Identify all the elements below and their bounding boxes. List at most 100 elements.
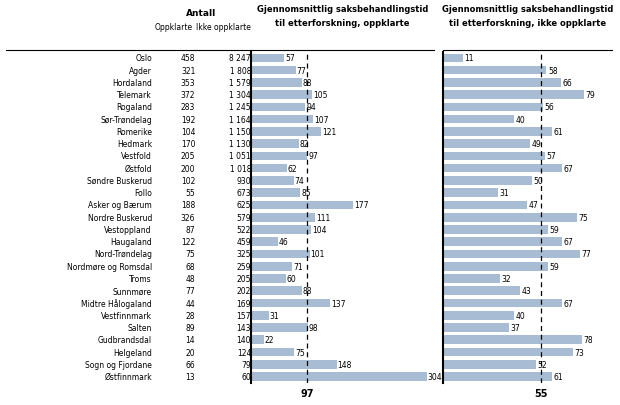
Bar [443, 164, 562, 173]
Text: 101: 101 [311, 250, 325, 259]
Bar [251, 189, 300, 198]
Bar [443, 177, 532, 185]
Bar [251, 360, 337, 369]
Text: Asker og Bærum: Asker og Bærum [88, 201, 152, 210]
Text: 205: 205 [237, 274, 251, 283]
Bar [443, 287, 520, 295]
Text: 60: 60 [286, 274, 296, 283]
Text: 321: 321 [181, 66, 195, 75]
Text: 259: 259 [237, 262, 251, 271]
Text: 66: 66 [562, 79, 572, 88]
Bar [443, 348, 573, 356]
Text: 79: 79 [241, 360, 251, 369]
Text: 1 018: 1 018 [229, 164, 251, 173]
Text: 82: 82 [299, 140, 309, 149]
Text: 673: 673 [236, 189, 251, 198]
Text: 14: 14 [185, 335, 195, 344]
Bar [251, 91, 312, 100]
Text: 124: 124 [237, 347, 251, 357]
Bar [443, 79, 560, 87]
Text: 59: 59 [550, 226, 559, 234]
Bar [251, 262, 292, 271]
Text: 140: 140 [237, 335, 251, 344]
Text: 58: 58 [548, 66, 557, 75]
Bar [443, 152, 545, 161]
Text: 73: 73 [575, 347, 584, 357]
Text: 88: 88 [303, 287, 312, 296]
Text: Vestfold: Vestfold [121, 152, 152, 161]
Text: Sunnmøre: Sunnmøre [113, 287, 152, 296]
Text: 55: 55 [534, 388, 548, 398]
Text: 22: 22 [265, 335, 274, 344]
Bar [443, 262, 548, 271]
Bar [443, 360, 536, 369]
Text: 104: 104 [312, 226, 327, 234]
Text: 1 164: 1 164 [229, 115, 251, 124]
Bar [251, 311, 269, 320]
Bar [251, 226, 311, 234]
Bar [443, 91, 584, 100]
Text: 930: 930 [236, 177, 251, 185]
Bar [251, 79, 302, 87]
Bar [443, 250, 580, 259]
Text: Sogn og Fjordane: Sogn og Fjordane [85, 360, 152, 369]
Text: 67: 67 [564, 238, 574, 247]
Text: 353: 353 [180, 79, 195, 88]
Text: Haugaland: Haugaland [110, 238, 152, 247]
Bar [251, 348, 294, 356]
Text: 202: 202 [237, 287, 251, 296]
Text: 87: 87 [185, 226, 195, 234]
Text: til etterforskning, ikke oppklarte: til etterforskning, ikke oppklarte [449, 19, 606, 28]
Text: 75: 75 [578, 213, 588, 222]
Text: 56: 56 [544, 103, 554, 112]
Bar [443, 324, 509, 332]
Text: Sør-Trøndelag: Sør-Trøndelag [100, 115, 152, 124]
Text: 102: 102 [181, 177, 195, 185]
Text: 74: 74 [294, 177, 304, 185]
Bar [251, 128, 321, 136]
Text: 157: 157 [237, 311, 251, 320]
Text: Søndre Buskerud: Søndre Buskerud [87, 177, 152, 185]
Text: 98: 98 [309, 323, 318, 332]
Text: 97: 97 [301, 388, 314, 398]
Text: 67: 67 [564, 299, 574, 308]
Bar [443, 140, 531, 149]
Text: 200: 200 [181, 164, 195, 173]
Text: 57: 57 [546, 152, 556, 161]
Text: 1 245: 1 245 [229, 103, 251, 112]
Text: 40: 40 [516, 115, 526, 124]
Text: Ikke oppklarte: Ikke oppklarte [196, 23, 250, 32]
Text: 625: 625 [237, 201, 251, 210]
Bar [251, 372, 427, 381]
Bar [443, 299, 562, 307]
Text: 1 579: 1 579 [229, 79, 251, 88]
Text: 372: 372 [181, 91, 195, 100]
Bar [251, 164, 287, 173]
Text: Antall: Antall [187, 9, 216, 18]
Text: Salten: Salten [128, 323, 152, 332]
Bar [251, 140, 299, 149]
Bar [251, 115, 313, 124]
Text: 28: 28 [186, 311, 195, 320]
Text: 177: 177 [355, 201, 369, 210]
Text: 1 150: 1 150 [229, 128, 251, 136]
Text: 283: 283 [181, 103, 195, 112]
Text: 47: 47 [528, 201, 538, 210]
Text: 40: 40 [516, 311, 526, 320]
Text: 88: 88 [303, 79, 312, 88]
Text: 170: 170 [181, 140, 195, 149]
Text: Østfold: Østfold [125, 164, 152, 173]
Text: 44: 44 [185, 299, 195, 308]
Text: 52: 52 [537, 360, 547, 369]
Text: 137: 137 [331, 299, 346, 308]
Text: 59: 59 [550, 262, 559, 271]
Text: 121: 121 [322, 128, 336, 136]
Bar [443, 311, 515, 320]
Text: Gjennomsnittlig saksbehandlingstid: Gjennomsnittlig saksbehandlingstid [442, 5, 613, 14]
Text: 77: 77 [185, 287, 195, 296]
Text: 205: 205 [181, 152, 195, 161]
Bar [251, 238, 278, 246]
Text: 1 051: 1 051 [229, 152, 251, 161]
Bar [443, 275, 500, 283]
Text: 31: 31 [500, 189, 510, 198]
